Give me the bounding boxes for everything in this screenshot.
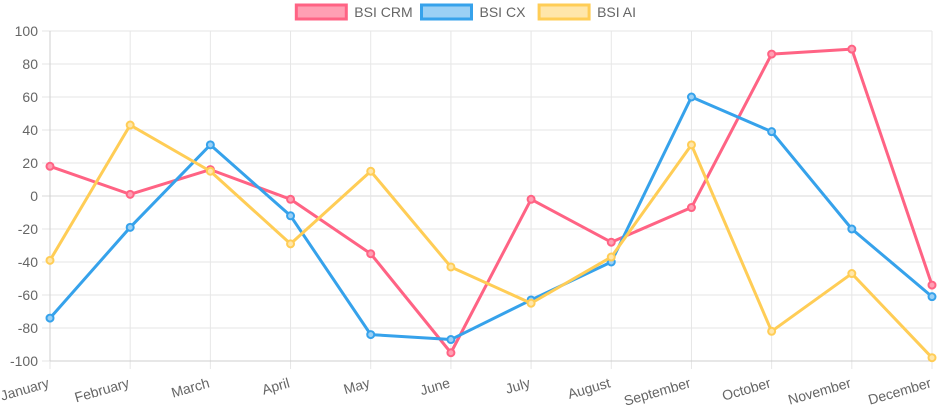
- data-point[interactable]: [767, 326, 777, 336]
- data-point[interactable]: [847, 44, 857, 54]
- series-line: [48, 47, 934, 355]
- x-tick-label: October: [720, 374, 773, 403]
- data-point[interactable]: [366, 249, 376, 259]
- x-tick-label: April: [260, 375, 291, 398]
- x-tick-label: July: [504, 375, 532, 397]
- legend-swatch: [294, 3, 348, 21]
- y-tick-label: -80: [18, 320, 38, 336]
- legend-label: BSI CX: [480, 4, 527, 20]
- series-line: [48, 123, 934, 360]
- data-point[interactable]: [927, 353, 937, 363]
- y-tick-label: -40: [18, 254, 38, 270]
- data-point[interactable]: [366, 330, 376, 340]
- x-tick-label: September: [622, 374, 693, 408]
- data-point[interactable]: [45, 161, 55, 171]
- x-tick-label: December: [866, 374, 933, 407]
- legend-swatch: [537, 3, 591, 21]
- data-point[interactable]: [446, 262, 456, 272]
- series-group: [45, 120, 937, 363]
- legend-item[interactable]: BSI AI: [537, 3, 636, 21]
- data-point[interactable]: [686, 140, 696, 150]
- legend-item[interactable]: BSI CRM: [294, 3, 413, 21]
- y-tick-label: -60: [18, 287, 38, 303]
- data-point[interactable]: [286, 239, 296, 249]
- y-tick-label: 80: [22, 56, 38, 72]
- x-tick-label: June: [418, 374, 452, 398]
- legend[interactable]: BSI CRM BSI CX BSI AI: [294, 3, 636, 21]
- data-point[interactable]: [205, 140, 215, 150]
- grid-lines: [42, 30, 933, 369]
- y-tick-label: 100: [15, 23, 39, 39]
- y-tick-label: 60: [22, 89, 38, 105]
- x-tick-label: November: [786, 374, 853, 407]
- data-point[interactable]: [446, 348, 456, 358]
- data-point[interactable]: [767, 49, 777, 59]
- y-tick-label: -100: [10, 353, 38, 369]
- x-tick-label: February: [73, 375, 131, 406]
- x-tick-label: August: [566, 374, 612, 401]
- data-point[interactable]: [847, 224, 857, 234]
- y-tick-label: 40: [22, 122, 38, 138]
- y-tick-label: 20: [22, 155, 38, 171]
- data-point[interactable]: [205, 166, 215, 176]
- data-point[interactable]: [767, 127, 777, 137]
- legend-item[interactable]: BSI CX: [420, 3, 527, 21]
- data-point[interactable]: [927, 280, 937, 290]
- series-group: [45, 92, 937, 345]
- x-tick-label: January: [0, 375, 51, 404]
- data-point[interactable]: [286, 211, 296, 221]
- series-lines: [45, 44, 937, 363]
- data-point[interactable]: [286, 194, 296, 204]
- data-point[interactable]: [45, 313, 55, 323]
- data-point[interactable]: [125, 189, 135, 199]
- data-point[interactable]: [686, 203, 696, 213]
- legend-label: BSI AI: [597, 4, 636, 20]
- data-point[interactable]: [847, 269, 857, 279]
- data-point[interactable]: [606, 252, 616, 262]
- data-point[interactable]: [125, 120, 135, 130]
- x-tick-label: May: [342, 375, 372, 398]
- data-point[interactable]: [125, 222, 135, 232]
- series-group: [45, 44, 937, 358]
- legend-label: BSI CRM: [354, 4, 412, 20]
- y-tick-label: -20: [18, 221, 38, 237]
- legend-swatch: [420, 3, 473, 21]
- data-point[interactable]: [366, 166, 376, 176]
- data-point[interactable]: [526, 194, 536, 204]
- data-point[interactable]: [927, 292, 937, 302]
- series-line: [48, 95, 934, 342]
- y-tick-label: 0: [30, 188, 38, 204]
- x-tick-label: March: [169, 375, 211, 401]
- data-point[interactable]: [526, 298, 536, 308]
- data-point[interactable]: [686, 92, 696, 102]
- data-point[interactable]: [606, 237, 616, 247]
- data-point[interactable]: [446, 335, 456, 345]
- data-point[interactable]: [45, 255, 55, 265]
